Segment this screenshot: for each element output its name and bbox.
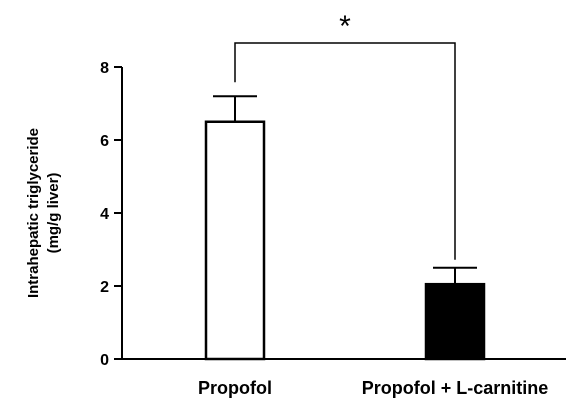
significance-label: * — [339, 10, 351, 43]
significance-annotation: * — [234, 10, 456, 260]
y-axis-title-line-1: Intrahepatic triglyceride — [25, 128, 42, 298]
axes: 0 2 4 6 8 Propofol Propofol + L-carnitine — [100, 60, 566, 398]
bars — [204, 95, 486, 361]
y-axis-title-line-2: (mg/g liver) — [45, 173, 62, 254]
y-tick-label: 8 — [100, 60, 109, 77]
bar — [204, 120, 266, 361]
y-tick-label: 4 — [100, 206, 109, 223]
bar — [424, 282, 486, 361]
significance-bracket — [234, 42, 456, 260]
x-tick-label: Propofol + L-carnitine — [362, 378, 549, 398]
y-tick-label: 2 — [100, 279, 109, 296]
x-tick-label: Propofol — [198, 378, 272, 398]
y-axis-title: Intrahepatic triglyceride (mg/g liver) — [25, 128, 62, 298]
y-tick-label: 0 — [100, 352, 109, 369]
y-tick-label: 6 — [100, 133, 109, 150]
